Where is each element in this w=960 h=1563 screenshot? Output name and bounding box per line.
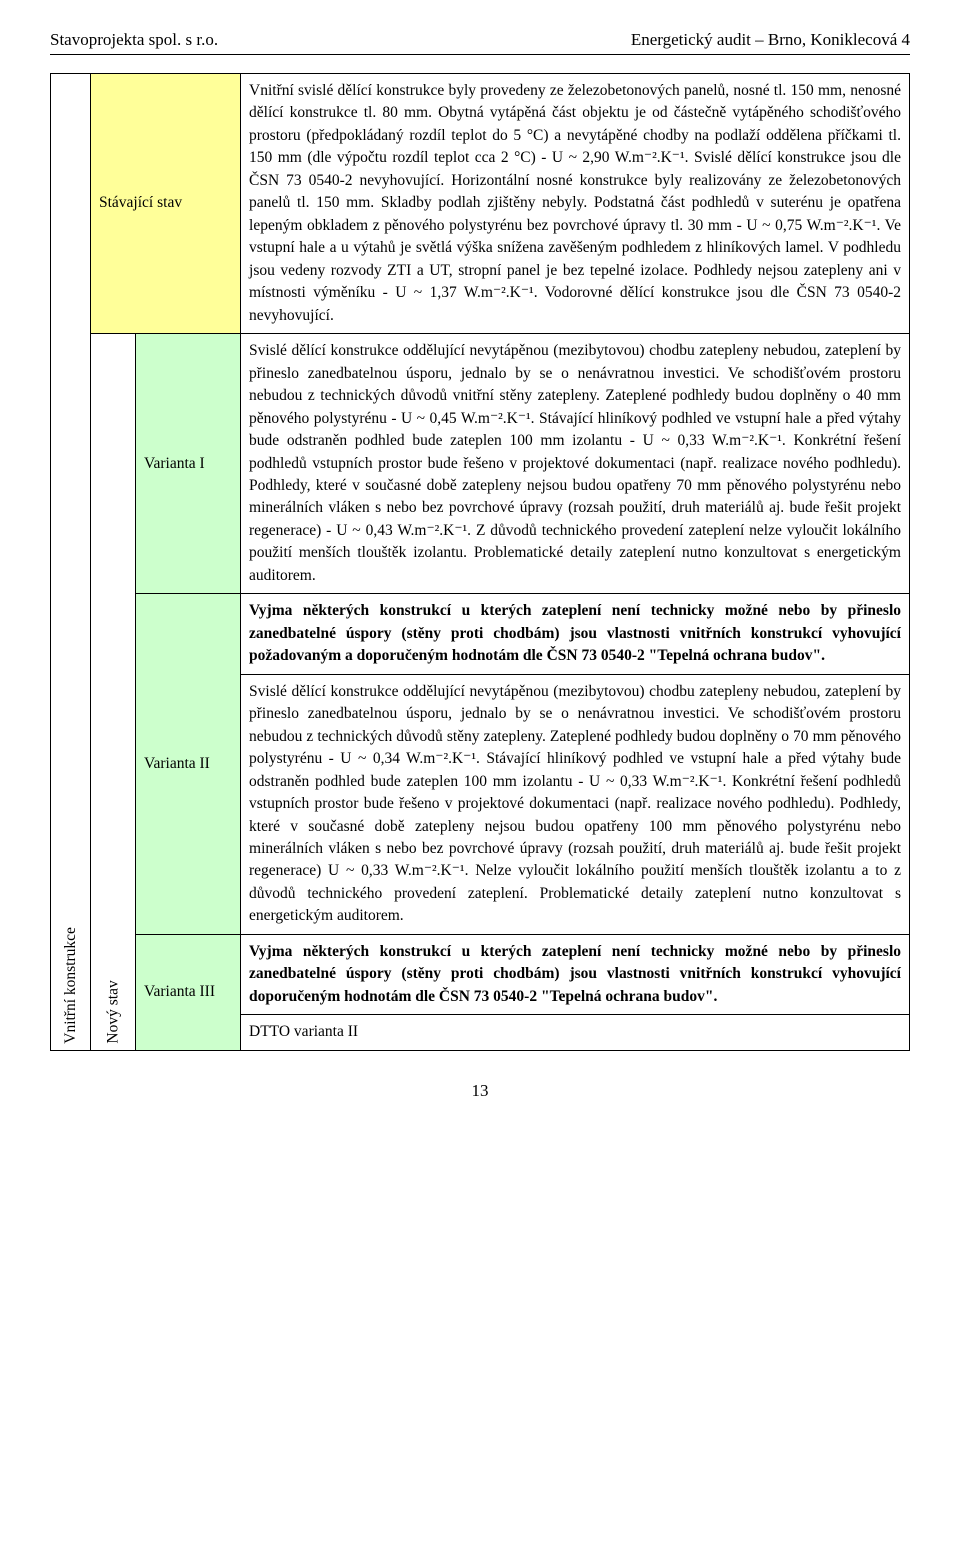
variant-3-label: Varianta III	[136, 934, 241, 1050]
page-header: Stavoprojekta spol. s r.o. Energetický a…	[50, 30, 910, 55]
variant-1-text: Svislé dělící konstrukce oddělující nevy…	[241, 334, 910, 594]
existing-state-label: Stávající stav	[91, 74, 241, 334]
page-number: 13	[50, 1081, 910, 1101]
variant-1-label: Varianta I	[136, 334, 241, 594]
construction-table: Vnitřní konstrukce Stávající stav Vnitřn…	[50, 73, 910, 1051]
variant-2-text-b: Svislé dělící konstrukce oddělující nevy…	[241, 674, 910, 934]
header-right: Energetický audit – Brno, Koniklecová 4	[631, 30, 910, 50]
category-cell: Vnitřní konstrukce	[51, 74, 91, 1051]
existing-state-text: Vnitřní svislé dělící konstrukce byly pr…	[241, 74, 910, 334]
header-left: Stavoprojekta spol. s r.o.	[50, 30, 218, 50]
variant-2-label: Varianta II	[136, 594, 241, 935]
new-state-label: Nový stav	[91, 334, 136, 1051]
variant-2-text-a: Vyjma některých konstrukcí u kterých zat…	[241, 594, 910, 674]
variant-3-text-b: DTTO varianta II	[241, 1015, 910, 1050]
variant-3-text-a: Vyjma některých konstrukcí u kterých zat…	[241, 934, 910, 1014]
